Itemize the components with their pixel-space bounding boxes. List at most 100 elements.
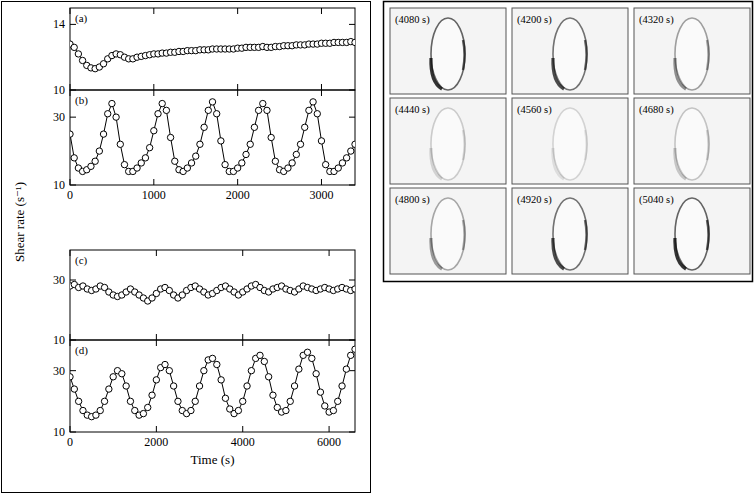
x-tick (329, 340, 330, 346)
frame-label: (4800 s) (395, 194, 430, 206)
x-tick (237, 90, 238, 96)
data-point (222, 395, 228, 401)
frame-label: (5040 s) (639, 194, 674, 206)
data-point (149, 392, 155, 398)
x-tick-label: 4000 (231, 435, 255, 449)
droplet-outline (675, 198, 709, 270)
x-tick (329, 250, 330, 256)
data-point (201, 367, 207, 373)
data-point (142, 155, 148, 161)
x-tick (153, 90, 154, 96)
panel: 10300200040006000(d)Time (s) (53, 340, 358, 467)
x-tick (70, 179, 71, 185)
image-frame: (4560 s) (512, 98, 628, 184)
x-tick (70, 334, 71, 340)
y-tick (349, 280, 355, 281)
x-axis-title: Time (s) (191, 452, 235, 467)
data-point (268, 134, 274, 140)
figure: 1014(a)10300100020003000(b)1030(c)103002… (0, 0, 756, 495)
series-line (70, 285, 355, 302)
image-frame: (5040 s) (634, 188, 750, 274)
droplet-shadow (675, 58, 686, 89)
droplet-shadow (707, 40, 709, 70)
data-point (201, 124, 207, 130)
droplet-shadow (463, 220, 465, 250)
data-point (289, 160, 295, 166)
data-point (166, 367, 172, 373)
data-point (218, 138, 224, 144)
panel: 1014(a) (53, 8, 358, 97)
y-tick (70, 185, 76, 186)
droplet-outline (675, 18, 709, 90)
data-point (97, 407, 103, 413)
x-tick (153, 179, 154, 185)
data-point (322, 161, 328, 167)
data-point (172, 158, 178, 164)
series-line (70, 349, 355, 416)
y-axis-title: Shear rate (s⁻¹) (12, 182, 27, 262)
data-point (155, 111, 161, 117)
data-point (121, 161, 127, 167)
x-tick (242, 340, 243, 346)
droplet-shadow (675, 148, 686, 179)
data-point (293, 151, 299, 157)
data-point (352, 286, 355, 292)
data-point (322, 403, 328, 409)
plot-frame (70, 250, 355, 340)
panel-letter: (c) (75, 254, 88, 267)
image-frame: (4440 s) (390, 98, 506, 184)
data-point (339, 383, 345, 389)
data-point (146, 144, 152, 150)
x-tick-label: 0 (67, 188, 73, 202)
data-point (145, 404, 151, 410)
frame-label: (4440 s) (395, 104, 430, 116)
data-point (287, 398, 293, 404)
y-tick (70, 432, 76, 433)
x-tick (321, 84, 322, 90)
droplet-shadow (585, 220, 587, 250)
y-tick-label: 10 (53, 333, 65, 347)
data-point (306, 107, 312, 113)
x-tick (242, 334, 243, 340)
series-line (70, 42, 355, 69)
data-point (123, 383, 129, 389)
data-point (343, 155, 349, 161)
droplet-shadow (553, 58, 564, 89)
data-point (113, 114, 119, 120)
frame-label: (4080 s) (395, 14, 430, 26)
y-tick-label: 14 (53, 17, 65, 31)
data-point (260, 100, 266, 106)
y-tick (70, 117, 76, 118)
data-point (196, 383, 202, 389)
data-point (239, 160, 245, 166)
series-line (70, 102, 355, 172)
data-point (313, 371, 319, 377)
droplet-shadow (585, 40, 587, 70)
data-point (175, 398, 181, 404)
data-point (110, 374, 116, 380)
plot-frame (70, 8, 355, 90)
droplet-outline (553, 108, 587, 180)
data-point (75, 51, 81, 57)
x-tick (242, 250, 243, 256)
image-frame: (4320 s) (634, 8, 750, 94)
droplet-outline (431, 108, 465, 180)
y-tick-label: 30 (53, 110, 65, 124)
droplet-shadow (553, 238, 564, 269)
droplet-shadow (585, 130, 587, 160)
data-point (240, 398, 246, 404)
data-point (352, 141, 355, 147)
panel: 10300100020003000(b) (53, 90, 358, 202)
data-point (100, 131, 106, 137)
frame-label: (4200 s) (517, 14, 552, 26)
data-point (127, 398, 133, 404)
data-point (170, 383, 176, 389)
data-point (296, 366, 302, 372)
data-point (330, 407, 336, 413)
frame-background (634, 188, 750, 274)
data-point (71, 155, 77, 161)
data-point (343, 366, 349, 372)
data-point (70, 131, 73, 137)
image-frame: (4800 s) (390, 188, 506, 274)
data-point (318, 138, 324, 144)
